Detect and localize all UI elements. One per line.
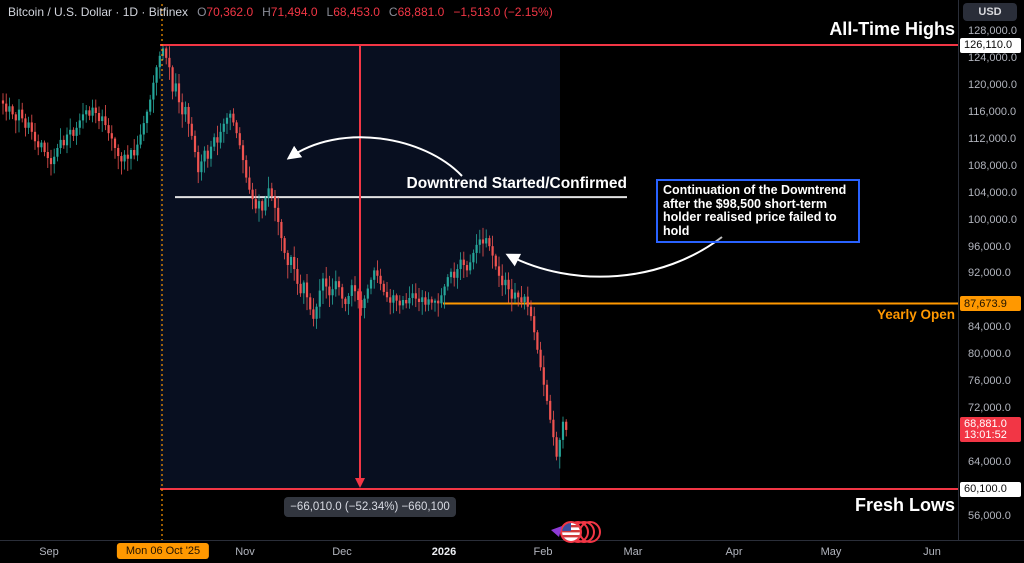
ohlc-low: L68,453.0 (326, 5, 380, 19)
price-tick: 56,000.0 (968, 509, 1011, 522)
range-arrowhead (355, 478, 365, 488)
price-tick: 96,000.0 (968, 240, 1011, 253)
yearly-open-label[interactable]: Yearly Open (876, 307, 955, 322)
all-time-highs-label[interactable]: All-Time Highs (829, 19, 955, 39)
price-tick: 112,000.0 (968, 132, 1017, 145)
flag-cursor-icon (549, 517, 601, 554)
time-tick: Nov (235, 546, 255, 558)
downtrend-confirmed-label[interactable]: Downtrend Started/Confirmed (406, 175, 627, 192)
price-tick: 92,000.0 (968, 267, 1011, 280)
event-date-badge: Mon 06 Oct '25 (116, 543, 210, 559)
annotation-arrows[interactable] (286, 136, 723, 278)
time-tick: Apr (725, 546, 743, 558)
price-tick: 124,000.0 (968, 52, 1017, 65)
price-tick: 80,000.0 (968, 348, 1011, 361)
price-tick: 84,000.0 (968, 321, 1011, 334)
price-tick: 108,000.0 (968, 159, 1017, 172)
price-tick: 120,000.0 (968, 79, 1017, 92)
continuation-arrow[interactable] (505, 236, 723, 278)
time-tick: 2026 (431, 546, 457, 558)
ohlc-close: C68,881.0 (388, 5, 445, 19)
fresh-lows-label[interactable]: Fresh Lows (854, 495, 955, 515)
price-tick: 104,000.0 (968, 186, 1017, 199)
downtrend-arrow[interactable] (286, 136, 463, 177)
price-marker-white: 126,110.0 (960, 37, 1021, 53)
price-tick: 116,000.0 (968, 106, 1017, 118)
time-axis[interactable]: Sep Mon 06 Oct '25 Nov Dec 2026 Feb Mar Apr May J… (0, 540, 1024, 563)
price-axis[interactable]: USD 128,000.0 124,000.0 120,000.0 116,000.0… (958, 0, 1024, 540)
ohlc-open: O70,362.0 (197, 5, 254, 19)
ohlc-high: H71,494.0 (262, 5, 318, 19)
price-tick: 64,000.0 (968, 455, 1011, 468)
candlestick-series (1, 45, 568, 469)
time-tick: Mar (623, 546, 643, 558)
range-tool-lines[interactable] (160, 4, 958, 540)
price-tick: 72,000.0 (968, 401, 1011, 414)
symbol-header: Bitcoin / U.S. Dollar · 1D · Bitfinex O7… (8, 5, 553, 19)
price-marker-red: 68,881.0 13:01:52 (960, 417, 1021, 443)
price-tick: 100,000.0 (968, 213, 1017, 226)
price-marker-white: 60,100.0 (960, 481, 1021, 497)
currency-usd-button[interactable]: USD (963, 3, 1017, 21)
time-tick: Dec (332, 546, 352, 558)
candlestick-chart[interactable] (0, 0, 958, 540)
time-tick: Jun (923, 546, 941, 558)
price-tick: 128,000.0 (968, 25, 1017, 38)
time-tick: Sep (39, 546, 59, 558)
time-tick: Feb (533, 546, 553, 558)
range-measurement-tooltip: −66,010.0 (−52.34%) −660,100 (284, 497, 456, 517)
price-tick: 76,000.0 (968, 375, 1011, 388)
price-marker-orange: 87,673.9 (960, 296, 1021, 312)
change-readout: −1,513.0 (−2.15%) (453, 5, 553, 19)
continuation-text-box[interactable]: Continuation of the Downtrend after the … (656, 179, 860, 243)
time-tick: May (820, 546, 842, 558)
symbol-title[interactable]: Bitcoin / U.S. Dollar · 1D · Bitfinex (8, 5, 189, 19)
